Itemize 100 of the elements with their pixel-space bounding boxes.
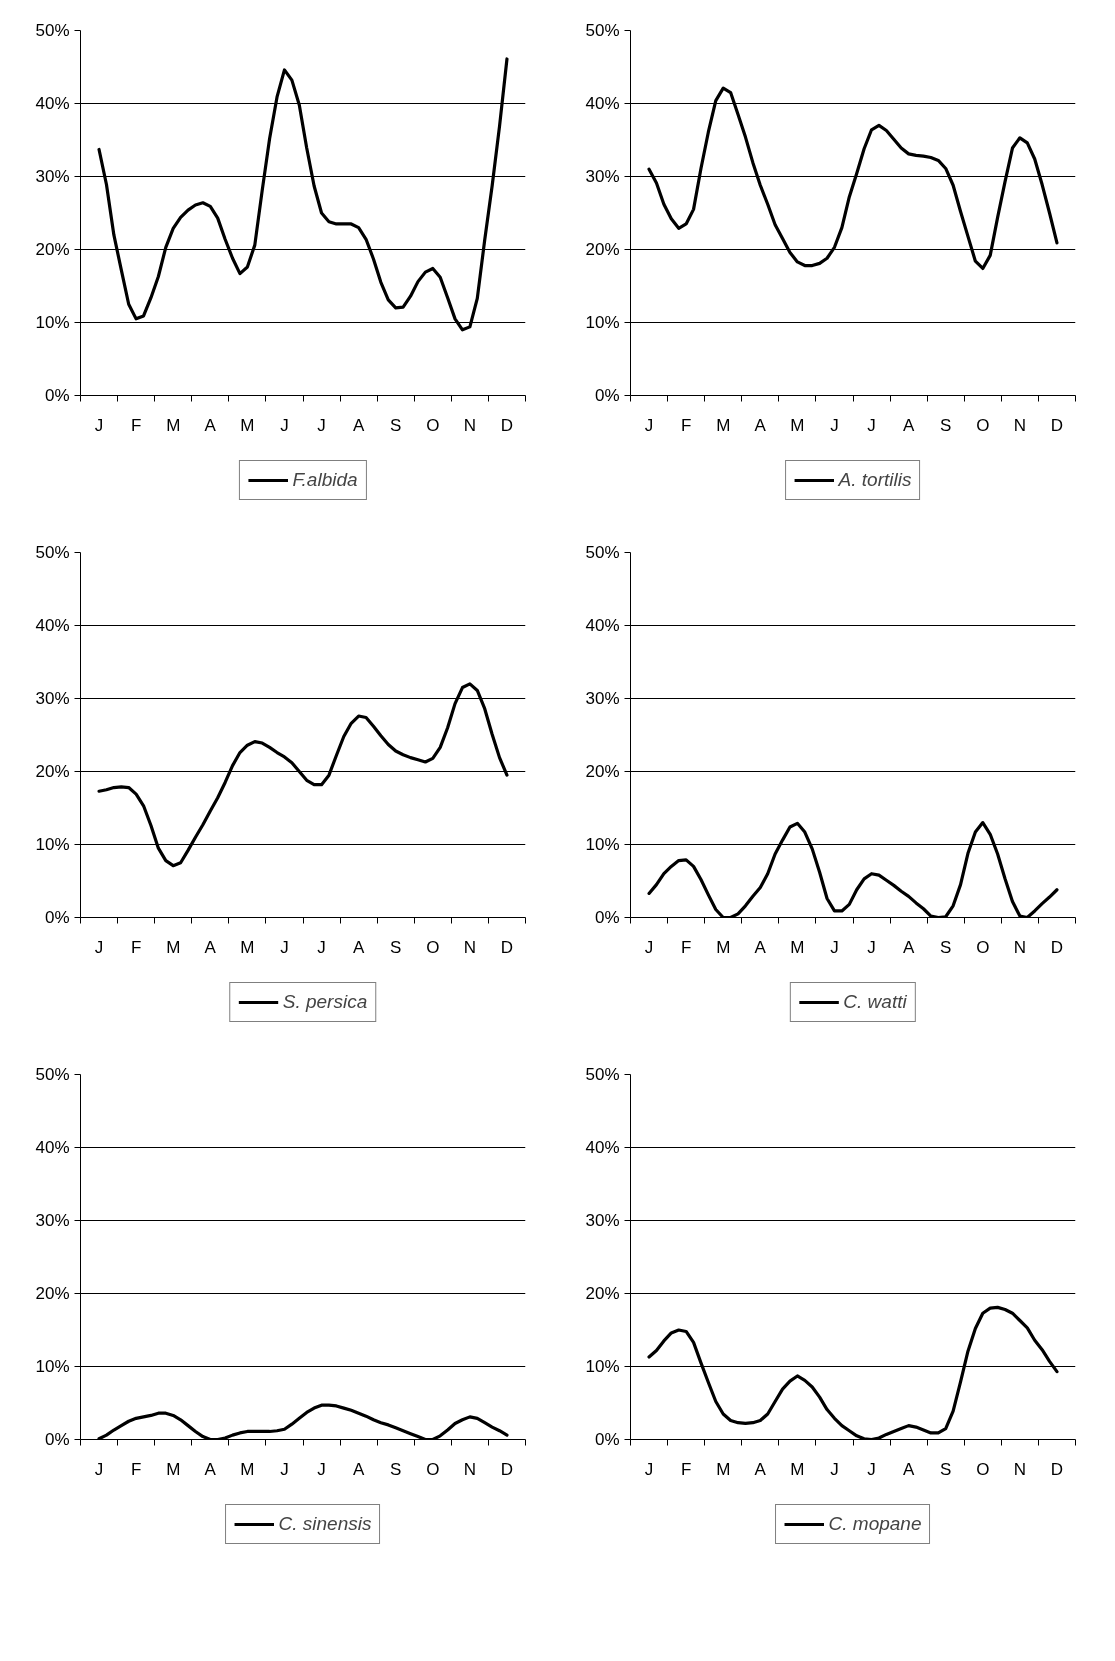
x-tick-label: J [94,937,104,957]
x-tick-label: A [754,1459,767,1479]
x-tick-label: D [1050,415,1064,435]
x-tick-label: A [754,415,767,435]
x-tick-label: J [280,415,289,435]
x-tick-label: J [830,415,839,435]
legend-label: F.albida [292,468,358,491]
x-tick-label: J [644,937,654,957]
y-tick-label: 50% [585,543,620,562]
y-tick-label: 30% [35,1211,70,1230]
x-tick-label: M [790,1459,805,1479]
x-tick-label: O [426,1459,440,1479]
x-tick-label: J [317,415,326,435]
x-tick-label: D [1050,937,1064,957]
y-tick-label: 10% [35,835,70,854]
y-tick-label: 20% [585,240,620,259]
x-tick-label: F [680,1459,692,1479]
x-tick-label: N [1013,1459,1027,1479]
x-tick-label: J [830,1459,839,1479]
x-tick-label: J [317,1459,326,1479]
x-tick-label: F [130,1459,142,1479]
y-tick-label: 0% [44,1430,70,1449]
y-tick-label: 10% [585,835,620,854]
x-tick-label: O [426,415,440,435]
y-tick-label: 40% [585,616,620,635]
y-tick-label: 30% [585,689,620,708]
x-tick-label: N [463,1459,477,1479]
x-tick-label: D [1050,1459,1064,1479]
y-tick-label: 0% [594,386,620,405]
x-tick-label: O [976,937,990,957]
legend-label: A. tortilis [838,468,912,491]
x-tick-label: D [500,415,514,435]
x-tick-label: F [130,415,142,435]
y-tick-label: 10% [585,1357,620,1376]
y-tick-label: 10% [585,313,620,332]
y-tick-label: 0% [594,908,620,927]
x-tick-label: D [500,1459,514,1479]
legend-label: S. persica [282,990,368,1013]
x-tick-label: N [1013,415,1027,435]
y-tick-label: 0% [594,1430,620,1449]
x-tick-label: M [716,415,731,435]
x-tick-label: M [790,937,805,957]
y-tick-label: 50% [35,21,70,40]
x-tick-label: F [130,937,142,957]
y-tick-label: 30% [35,689,70,708]
x-tick-label: M [240,415,255,435]
x-tick-label: M [240,1459,255,1479]
y-tick-label: 50% [585,1065,620,1084]
y-tick-label: 30% [585,1211,620,1230]
x-tick-label: J [94,1459,104,1479]
x-tick-label: N [463,415,477,435]
x-tick-label: M [716,1459,731,1479]
y-tick-label: 30% [35,167,70,186]
x-tick-label: J [867,1459,876,1479]
x-tick-label: O [976,415,990,435]
x-tick-label: J [94,415,104,435]
x-tick-label: D [500,937,514,957]
x-tick-label: F [680,415,692,435]
x-tick-label: M [166,1459,181,1479]
x-tick-label: J [867,415,876,435]
y-tick-label: 40% [35,94,70,113]
y-tick-label: 10% [35,1357,70,1376]
x-tick-label: A [204,1459,217,1479]
x-tick-label: M [716,937,731,957]
x-tick-label: O [976,1459,990,1479]
x-tick-label: M [790,415,805,435]
y-tick-label: 40% [35,1138,70,1157]
x-tick-label: S [940,937,952,957]
x-tick-label: S [390,937,402,957]
y-tick-label: 50% [35,1065,70,1084]
y-tick-label: 10% [35,313,70,332]
y-tick-label: 20% [585,762,620,781]
x-tick-label: M [166,415,181,435]
legend-label: C. watti [843,990,907,1013]
x-tick-label: O [426,937,440,957]
x-tick-label: J [867,937,876,957]
x-tick-label: S [940,415,952,435]
x-tick-label: J [644,1459,654,1479]
x-tick-label: N [463,937,477,957]
x-tick-label: A [902,1459,915,1479]
x-tick-label: M [166,937,181,957]
y-tick-label: 20% [35,240,70,259]
x-tick-label: A [204,937,217,957]
x-tick-label: F [680,937,692,957]
x-tick-label: N [1013,937,1027,957]
y-tick-label: 20% [35,1284,70,1303]
y-tick-label: 40% [35,616,70,635]
x-tick-label: J [280,937,289,957]
x-tick-label: S [940,1459,952,1479]
x-tick-label: J [317,937,326,957]
x-tick-label: S [390,415,402,435]
y-tick-label: 0% [44,386,70,405]
x-tick-label: A [902,415,915,435]
x-tick-label: A [352,415,365,435]
y-tick-label: 0% [44,908,70,927]
legend-label: C. mopane [828,1512,922,1535]
x-tick-label: J [830,937,839,957]
x-tick-label: A [902,937,915,957]
y-tick-label: 40% [585,94,620,113]
y-tick-label: 30% [585,167,620,186]
